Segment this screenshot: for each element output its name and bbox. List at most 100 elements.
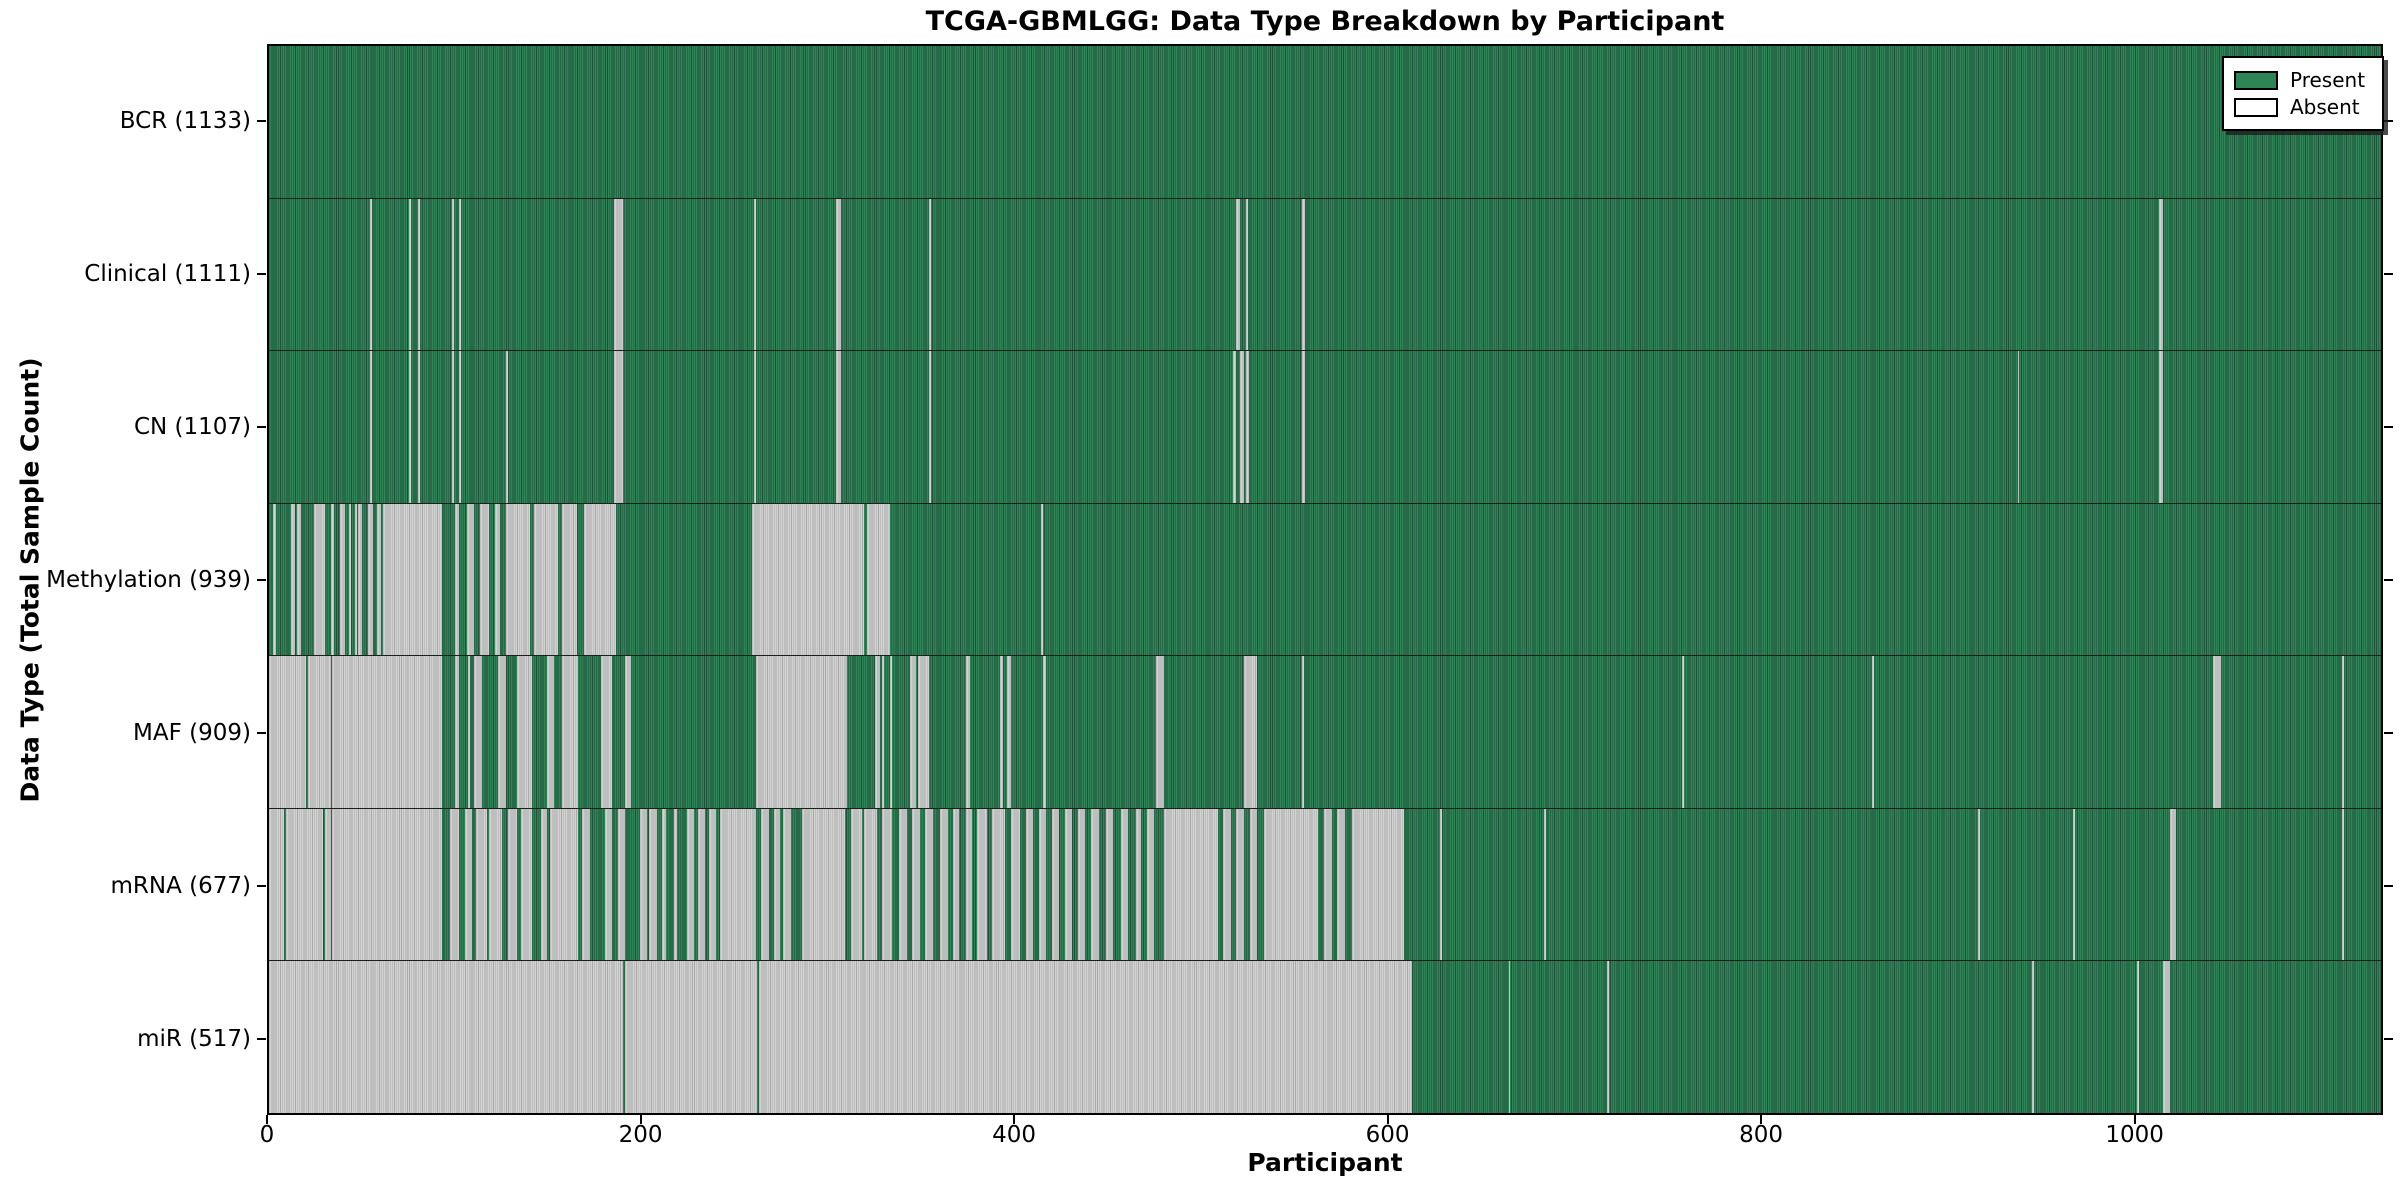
absent-stripe [2032,961,2035,1114]
absent-stripe [2073,808,2076,961]
legend-present-label: Present [2290,68,2366,92]
absent-stripe [354,503,357,656]
absent-stripe [662,808,667,961]
y-tick-mark-right [2384,425,2393,428]
absent-stripe [910,656,916,808]
absent-stripe [882,808,892,961]
absent-stripe [882,656,885,808]
absent-stripe [2162,961,2171,1114]
absent-stripe [1243,656,1257,808]
absent-stripe [324,808,331,961]
absent-stripe [582,808,590,961]
heatmap-row-mRNA [269,807,2381,961]
absent-stripe [1352,808,1405,961]
absent-stripe [1245,351,1250,503]
absent-stripe [533,503,558,656]
absent-stripe [505,503,530,656]
absent-stripe [1025,808,1034,961]
y-tick-mark [257,272,266,275]
absent-stripe [451,198,454,351]
absent-stripe [1010,808,1021,961]
absent-stripe [1301,656,1304,808]
absent-stripe [2159,351,2163,503]
absent-stripe [1607,961,1610,1114]
absent-stripe [774,808,780,961]
absent-stripe [488,808,502,961]
absent-stripe [1064,808,1073,961]
absent-stripe [313,503,325,656]
legend-entry-present: Present [2234,68,2372,92]
absent-stripe [2213,656,2221,808]
y-tick-mark [257,578,266,581]
absent-stripe [272,503,277,656]
absent-stripe [520,808,532,961]
absent-stripe [2017,351,2020,503]
absent-stripe [296,503,301,656]
absent-stripe [468,656,471,808]
legend: Present Absent [2222,56,2384,131]
absent-stripe [753,198,756,351]
absent-stripe [408,198,411,351]
y-tick-mark-right [2384,1037,2393,1040]
absent-stripe [600,656,612,808]
absent-stripe [874,656,881,808]
absent-stripe [466,503,475,656]
absent-stripe [1051,808,1060,961]
absent-stripe [889,656,892,808]
x-tick-mark [1760,1115,1763,1124]
absent-stripe [1681,656,1684,808]
absent-stripe [269,961,624,1114]
absent-stripe [686,808,694,961]
absent-stripe [604,808,612,961]
absent-stripe [464,808,473,961]
y-tick-label: mRNA (677) [110,872,251,899]
absent-stripe [367,503,374,656]
absent-stripe [1007,656,1011,808]
absent-stripe [269,808,284,961]
y-tick-mark [257,119,266,122]
absent-stripe [2136,961,2139,1114]
absent-stripe [349,503,351,656]
absent-stripe [751,503,864,656]
absent-stripe [332,656,443,808]
absent-stripe [2159,198,2163,351]
absent-stripe [649,808,657,961]
absent-stripe [369,198,372,351]
absent-stripe [802,808,845,961]
y-tick-label: CN (1107) [133,413,251,440]
x-tick-label: 600 [1365,1122,1410,1148]
absent-stripe [455,656,460,808]
absent-stripe [1223,808,1231,961]
absent-stripe [1240,351,1244,503]
absent-stripe [863,808,877,961]
y-tick-label: Clinical (1111) [84,260,251,287]
y-tick-label: MAF (909) [133,719,251,746]
absent-stripe [2341,808,2344,961]
absent-stripe [953,808,959,961]
absent-stripe [1439,808,1442,961]
absent-stripe [332,808,443,961]
absent-stripe [783,808,791,961]
absent-stripe [1236,808,1244,961]
y-tick-mark-right [2384,884,2393,887]
absent-stripe [928,351,931,503]
absent-stripe [867,503,890,656]
y-tick-mark [257,884,266,887]
absent-stripe [561,656,579,808]
absent-stripe [720,808,756,961]
chart-title: TCGA-GBMLGG: Data Type Breakdown by Part… [925,6,1725,37]
absent-stripe [291,503,296,656]
absent-stripe [835,198,842,351]
absent-stripe [625,961,758,1114]
absent-stripe [382,503,443,656]
absent-stripe [1508,961,1511,1114]
y-tick-label: BCR (1133) [119,107,251,134]
absent-stripe [966,808,972,961]
absent-stripe [459,198,461,351]
absent-stripe [925,808,933,961]
absent-stripe [1038,808,1047,961]
absent-stripe [912,808,920,961]
absent-stripe [1264,808,1319,961]
absent-stripe [546,656,555,808]
absent-stripe [1301,351,1306,503]
